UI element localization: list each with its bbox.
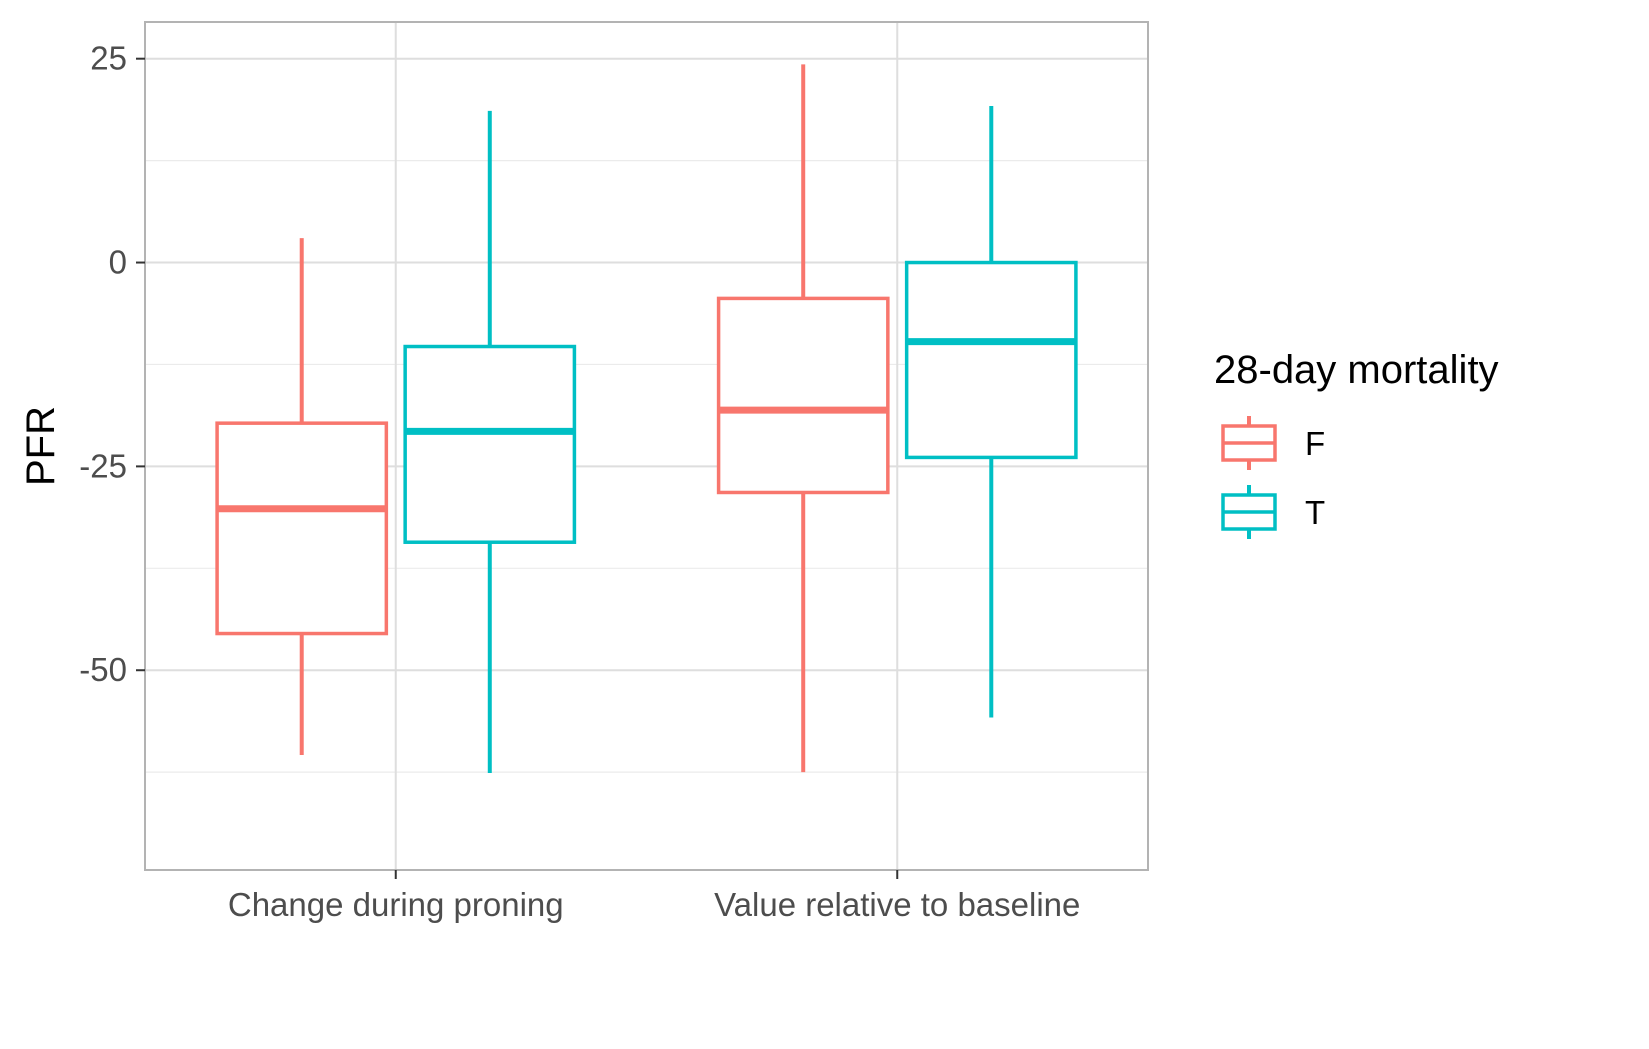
legend-key-T: T	[1221, 485, 1325, 539]
box-series	[215, 64, 1078, 773]
legend-keys: FT	[1221, 416, 1325, 539]
y-tick-label: 0	[109, 244, 127, 281]
y-tick-label: 25	[90, 40, 127, 77]
legend: 28-day mortality FT	[1214, 348, 1499, 539]
legend-key-F: F	[1221, 416, 1325, 470]
y-tick-label: -25	[79, 447, 127, 484]
legend-label: T	[1305, 494, 1325, 531]
box-F-1	[716, 64, 890, 773]
box-iqr	[716, 296, 890, 495]
box-iqr	[215, 421, 389, 636]
y-tick-labels: 25 0 -25 -50	[79, 40, 127, 689]
y-tick-label: -50	[79, 651, 127, 688]
axis-ticks	[136, 57, 899, 879]
box-F-0	[215, 238, 389, 756]
legend-title: 28-day mortality	[1214, 348, 1499, 392]
box-T-1	[904, 105, 1078, 718]
x-tick-labels: Change during proning Value relative to b…	[228, 886, 1081, 923]
box-iqr	[403, 344, 577, 544]
box-T-0	[403, 110, 577, 773]
x-tick-label: Change during proning	[228, 886, 564, 923]
x-tick-label: Value relative to baseline	[714, 886, 1080, 923]
panel-border	[144, 21, 1149, 871]
y-axis-title: PFR	[19, 406, 63, 486]
box-iqr	[904, 260, 1078, 460]
legend-label: F	[1305, 425, 1325, 462]
